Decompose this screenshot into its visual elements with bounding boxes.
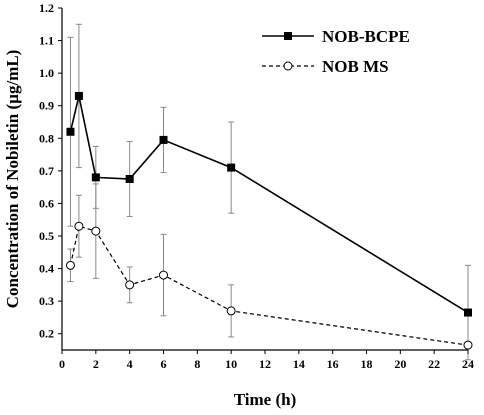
x-tick-label: 20 [394, 357, 406, 371]
x-tick-label: 24 [462, 357, 474, 371]
data-point [464, 308, 472, 317]
x-tick-label: 12 [259, 357, 271, 371]
x-tick-label: 4 [127, 357, 133, 371]
y-tick-label: 0.6 [39, 196, 54, 210]
x-tick-label: 8 [194, 357, 200, 371]
series-1 [66, 23, 472, 361]
data-point [159, 270, 168, 280]
x-tick-label: 2 [93, 357, 99, 371]
y-tick-label: 0.2 [39, 327, 54, 341]
legend-marker [284, 32, 292, 40]
legend: NOB-BCPE NOB MS [262, 27, 410, 76]
data-point [66, 127, 75, 136]
x-tick-label: 18 [361, 357, 373, 371]
x-tick-label: 10 [225, 357, 237, 371]
data-point [74, 91, 83, 100]
y-tick-label: 0.3 [39, 294, 54, 308]
data-point [227, 163, 236, 172]
x-tick-label: 14 [293, 357, 305, 371]
x-tick-label: 22 [428, 357, 440, 371]
series-2 [65, 183, 473, 350]
data-point [91, 173, 100, 182]
y-tick-label: 0.4 [39, 262, 54, 276]
x-tick-label: 16 [327, 357, 339, 371]
y-tick-label: 0.7 [39, 164, 54, 178]
data-point [91, 226, 101, 236]
y-axis-label: Concentration of Nobiletin (µg/mL) [3, 50, 22, 309]
y-tick-label: 0.9 [39, 99, 54, 113]
data-point [159, 135, 168, 144]
axes: 0 2 4 6 8 10 12 14 16 18 20 22 240.20.30.40.50.60.70… [39, 1, 474, 371]
y-tick-label: 0.8 [39, 131, 54, 145]
y-tick-label: 1.0 [39, 66, 54, 80]
y-tick-label: 1.2 [39, 1, 54, 15]
x-tick-label: 0 [59, 357, 65, 371]
legend-label: NOB-BCPE [322, 27, 410, 46]
plot-area [65, 23, 473, 361]
legend-label: NOB MS [322, 57, 389, 76]
data-point [125, 175, 134, 183]
x-axis-label: Time (h) [234, 390, 297, 409]
data-point [65, 260, 75, 270]
y-tick-label: 1.1 [39, 34, 54, 48]
data-point [74, 221, 84, 231]
data-point [226, 306, 236, 316]
x-tick-label: 6 [161, 357, 167, 371]
legend-marker [283, 61, 293, 71]
data-point [125, 280, 135, 290]
data-point [463, 340, 473, 350]
y-tick-label: 0.5 [39, 229, 54, 243]
